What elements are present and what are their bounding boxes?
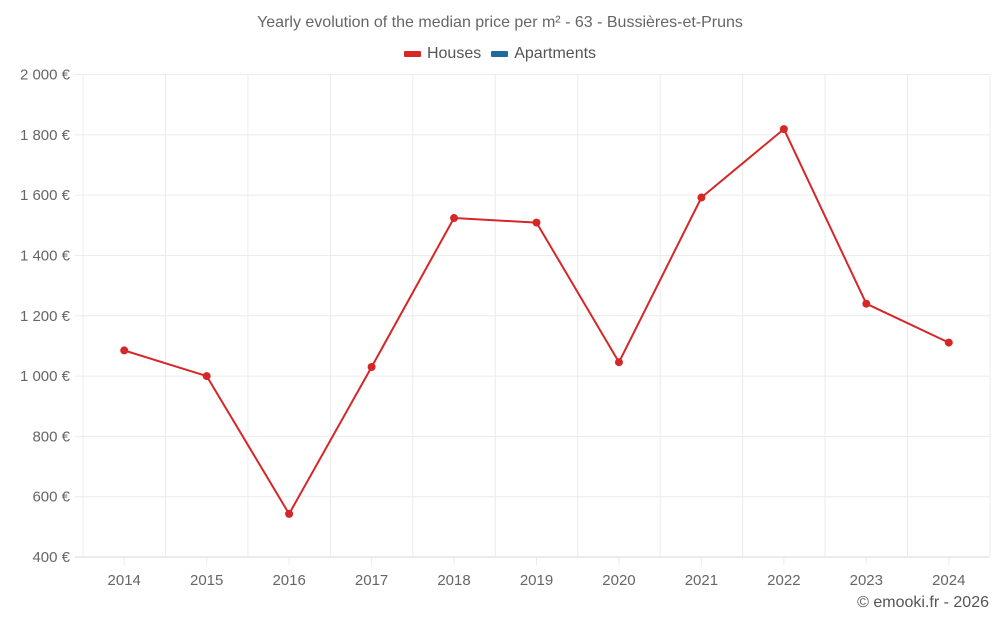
- y-tick-label: 1 600 €: [20, 187, 71, 204]
- x-tick-label: 2018: [437, 572, 470, 589]
- apartments-swatch-icon: [491, 51, 509, 57]
- y-tick-label: 1 200 €: [20, 308, 71, 325]
- legend: Houses Apartments: [0, 45, 1000, 63]
- houses-swatch-icon: [403, 51, 421, 57]
- data-point[interactable]: [450, 214, 459, 223]
- legend-item-apartments[interactable]: Apartments: [491, 45, 596, 63]
- data-point[interactable]: [532, 218, 541, 227]
- credit-text: © emooki.fr - 2026: [857, 594, 989, 611]
- x-tick-label: 2017: [355, 572, 388, 589]
- x-tick-label: 2023: [850, 572, 883, 589]
- data-point[interactable]: [697, 193, 706, 202]
- y-tick-label: 400 €: [32, 549, 70, 566]
- x-tick-label: 2020: [602, 572, 635, 589]
- data-point[interactable]: [120, 346, 129, 355]
- y-tick-label: 2 000 €: [20, 67, 71, 84]
- y-tick-label: 600 €: [32, 489, 70, 506]
- data-point[interactable]: [862, 299, 871, 308]
- chart-title: Yearly evolution of the median price per…: [257, 14, 743, 31]
- data-point[interactable]: [614, 358, 623, 367]
- x-tick-label: 2024: [932, 572, 965, 589]
- data-point[interactable]: [285, 509, 294, 518]
- y-tick-label: 800 €: [32, 428, 70, 445]
- data-point[interactable]: [779, 125, 788, 134]
- x-tick-label: 2015: [190, 572, 223, 589]
- data-point[interactable]: [944, 338, 953, 347]
- legend-label-houses: Houses: [426, 45, 482, 62]
- x-tick-label: 2014: [108, 572, 141, 589]
- legend-label-apartments: Apartments: [514, 45, 597, 62]
- legend-item-houses[interactable]: Houses: [403, 45, 482, 63]
- x-tick-label: 2022: [767, 572, 800, 589]
- data-point[interactable]: [367, 363, 376, 372]
- x-tick-label: 2016: [272, 572, 305, 589]
- x-tick-label: 2021: [685, 572, 718, 589]
- y-tick-label: 1 000 €: [20, 368, 71, 385]
- x-tick-label: 2019: [520, 572, 553, 589]
- data-point[interactable]: [202, 372, 211, 381]
- y-tick-label: 1 800 €: [20, 127, 71, 144]
- y-tick-label: 1 400 €: [20, 247, 71, 264]
